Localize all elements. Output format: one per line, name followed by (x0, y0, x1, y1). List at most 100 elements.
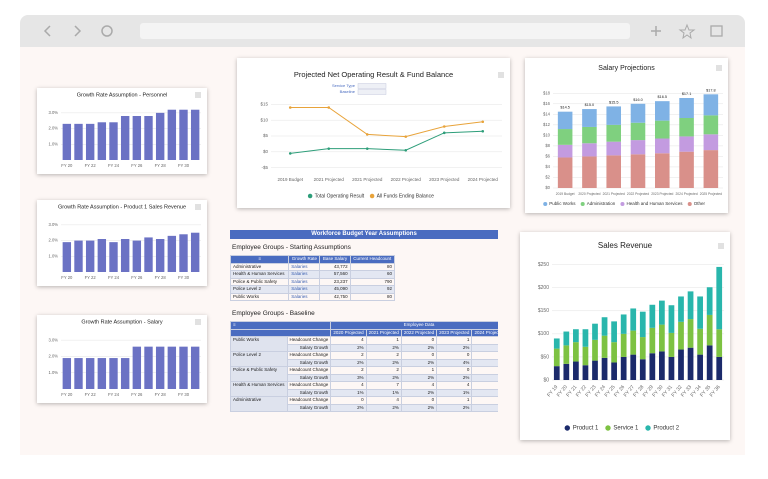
legend-item: Total Operating Result (307, 193, 365, 199)
column-header: 2021 Projected (365, 328, 402, 337)
bar (132, 240, 142, 272)
chart-title: Growth Rate Assumption - Salary (81, 319, 163, 325)
bar (109, 122, 118, 160)
bar-segment (649, 353, 656, 380)
sidebar-button[interactable] (710, 25, 723, 37)
bar (85, 123, 95, 160)
bar (62, 123, 72, 160)
bar-segment (697, 328, 703, 355)
value-cell: 2% (365, 373, 402, 382)
value-cell: 2% (471, 388, 498, 397)
x-tick-label: 2022 Projected (391, 177, 422, 182)
bar-segment (553, 338, 560, 349)
measure-cell: Headcount Change (286, 396, 332, 405)
value-cell: 2% (436, 373, 473, 382)
section-title: Employee Groups - Starting Assumptions (232, 244, 351, 251)
line (290, 130, 483, 154)
total-label: $15.5 (609, 100, 619, 104)
value-cell: 2% (471, 403, 498, 412)
table-cell: 92 (349, 285, 396, 294)
bar-segment (668, 305, 675, 333)
bar-segment (668, 356, 675, 380)
bar (132, 346, 142, 389)
chart-title: Growth Rate Assumption - Product 1 Sales… (58, 204, 186, 210)
reload-button[interactable] (101, 25, 113, 37)
bar-segment (606, 106, 621, 125)
column-header: Base Salary (319, 255, 351, 264)
bar-segment (687, 319, 694, 348)
value-cell: 2% (471, 343, 498, 352)
bar-segment (678, 349, 684, 380)
x-tick-label: FY 24 (108, 392, 120, 397)
x-tick-label: 2021 Projected (314, 177, 345, 182)
address-bar[interactable] (140, 23, 630, 39)
forward-button[interactable] (74, 25, 82, 37)
bar-segment (697, 296, 703, 329)
group-cell: Health & Human Services (230, 381, 288, 397)
point (442, 125, 446, 128)
legend-marker (605, 425, 611, 431)
section-title: Employee Groups - Baseline (232, 310, 315, 317)
value-cell: 0 (436, 366, 473, 375)
point (288, 106, 292, 109)
bar (74, 240, 83, 272)
bar (144, 116, 153, 160)
bar-segment (606, 124, 621, 142)
value-cell: 1 (436, 396, 473, 405)
x-tick-label: 2021 Projected (352, 177, 383, 182)
value-cell: 2% (400, 358, 438, 367)
x-tick-label: FY 22 (85, 163, 97, 168)
group-cell: Police & Public Safety (230, 366, 288, 382)
y-tick-label: $150 (538, 308, 549, 314)
y-tick-label: $250 (538, 262, 549, 268)
control-label: Baseline (340, 89, 356, 94)
bar-segment (687, 347, 694, 380)
bookmark-button[interactable] (678, 23, 696, 40)
bar-segment (678, 321, 684, 350)
legend-item: Health and Human Services (620, 201, 683, 206)
bar-segment (630, 308, 637, 331)
back-button[interactable] (43, 25, 51, 37)
value-cell: 2% (365, 343, 402, 352)
legend-item: Product 1 (564, 425, 599, 432)
value-cell: 0 (471, 396, 498, 405)
bar (155, 346, 165, 389)
x-tick-label: FY 20 (61, 163, 73, 168)
value-cell: 2 (365, 351, 402, 360)
value-cell: 1% (330, 388, 367, 397)
bar (62, 358, 72, 389)
baseline-table: ≡ Employee Data 2020 Projected 2021 Project… (230, 321, 498, 412)
x-tick-label: 2023 Projected (429, 177, 460, 182)
chart: Salary Projections $0 $2 $4 $6 $8 $10 $12 $14 $16… (543, 65, 723, 206)
new-tab-button[interactable] (651, 26, 661, 36)
bar (97, 239, 107, 272)
value-cell: 2% (400, 403, 438, 412)
value-cell: 0 (400, 336, 438, 345)
bar-segment (582, 156, 597, 188)
table-row: Health & Human Services Headcount Change 4… (230, 381, 498, 397)
chart-panel: Projected Net Operating Result & Fund Ba… (237, 58, 510, 208)
bar-segment (655, 153, 670, 188)
bar-segment (582, 143, 597, 157)
bar-segment (678, 296, 684, 322)
bar-segment (703, 134, 719, 151)
x-tick-label: FY 36 (709, 384, 722, 398)
y-tick-label: 1.0% (48, 253, 58, 258)
header-row: 2020 Projected 2021 Projected 2022 Project… (230, 328, 498, 337)
x-tick-label: 2024 Projected (468, 177, 499, 182)
table-row: Public Works Salaries 42,750 80 (230, 292, 396, 301)
bar-segment (630, 330, 637, 355)
bar (74, 358, 83, 389)
legend-label: Total Operating Result (315, 193, 365, 199)
bar (144, 237, 153, 272)
bar-segment (557, 157, 573, 188)
y-tick-label: $12 (543, 122, 551, 127)
y-tick-label: $10 (543, 132, 551, 137)
table-row: Police & Public Safety Headcount Change 2 2… (230, 366, 498, 382)
bar-segment (620, 333, 627, 357)
bar-segment (582, 329, 589, 347)
chart-title: Sales Revenue (598, 241, 653, 250)
